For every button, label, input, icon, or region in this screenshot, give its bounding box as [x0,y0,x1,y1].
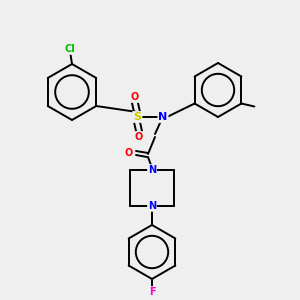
Text: F: F [149,287,155,297]
Text: O: O [131,92,139,102]
Text: O: O [125,148,133,158]
Text: Cl: Cl [64,44,75,54]
Text: N: N [148,201,156,211]
Text: O: O [135,132,143,142]
Text: N: N [148,165,156,175]
Text: N: N [158,112,168,122]
Text: S: S [133,112,141,122]
